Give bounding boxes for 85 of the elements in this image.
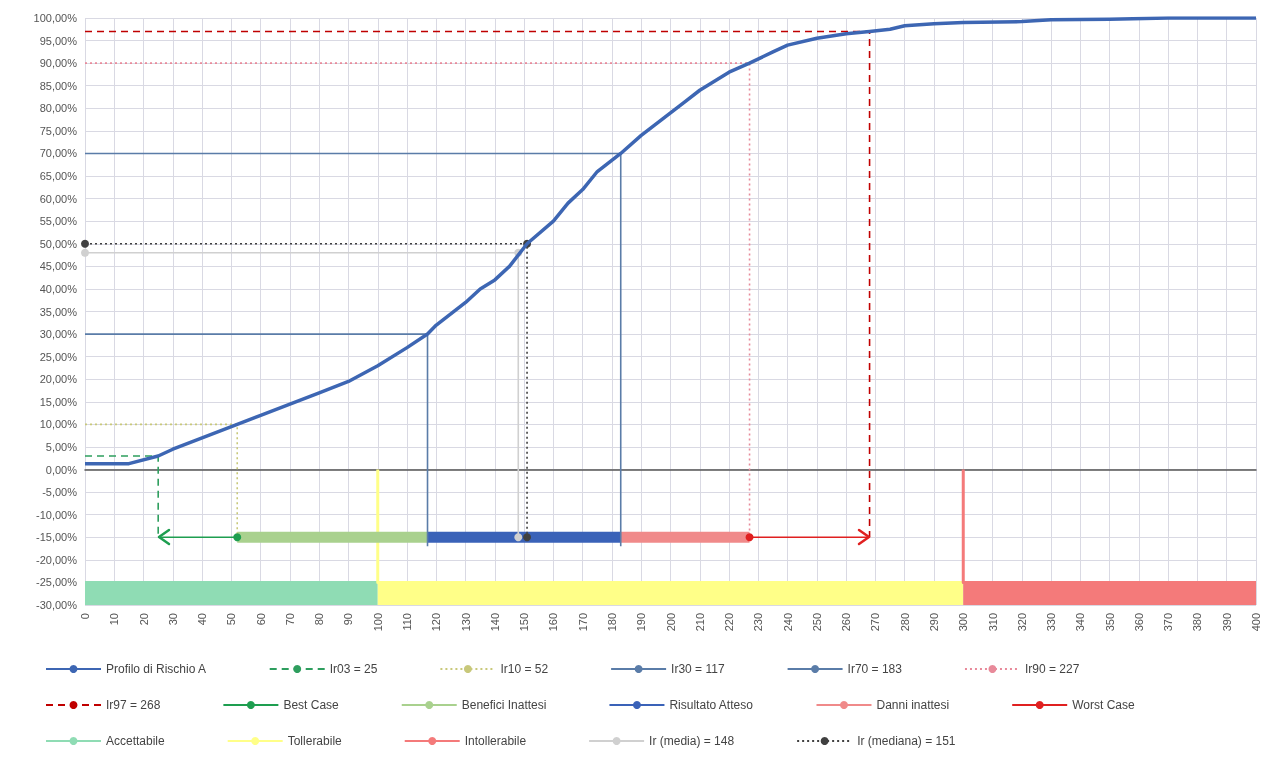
x-tick-label: 360 [1132, 613, 1145, 632]
x-tick-label: 280 [898, 613, 911, 632]
y-tick-label: -25,00% [36, 576, 78, 589]
x-tick-label: 10 [108, 613, 121, 626]
x-tick-label: 320 [1015, 613, 1028, 632]
x-tick-label: 50 [225, 613, 238, 626]
y-tick-label: -20,00% [36, 553, 78, 566]
x-tick-label: 130 [459, 613, 472, 632]
legend-label: Benefici Inattesi [461, 698, 547, 712]
legend-label: Accettabile [106, 734, 166, 748]
y-tick-label: 80,00% [39, 102, 78, 115]
x-tick-label: 180 [605, 613, 618, 632]
y-tick-label: -10,00% [36, 508, 78, 521]
x-tick-label: 30 [166, 613, 179, 626]
x-tick-label: 270 [869, 613, 882, 632]
legend-label: Profilo di Rischio A [106, 662, 207, 676]
y-tick-label: 85,00% [39, 79, 78, 92]
x-tick-label: 310 [986, 613, 999, 632]
legend-label: Ir70 = 183 [847, 662, 903, 676]
x-tick-label: 40 [196, 613, 209, 626]
y-tick-label: 30,00% [39, 328, 78, 341]
y-tick-label: 40,00% [39, 282, 78, 295]
legend-label: Ir03 = 25 [329, 662, 378, 676]
legend-label: Danni inattesi [876, 698, 950, 712]
x-tick-label: 140 [488, 613, 501, 632]
y-tick-label: 65,00% [39, 170, 78, 183]
y-tick-label: 10,00% [39, 418, 78, 431]
x-tick-label: 210 [693, 613, 706, 632]
x-tick-label: 80 [313, 613, 326, 626]
legend-label: Intollerabile [464, 734, 527, 748]
x-tick-label: 350 [1103, 613, 1116, 632]
legend-label: Tollerabile [287, 734, 343, 748]
x-tick-label: 290 [927, 613, 940, 632]
x-tick-label: 240 [781, 613, 794, 632]
legend-label: Best Case [283, 698, 340, 712]
y-tick-label: -15,00% [36, 531, 78, 544]
legend-label: Ir30 = 117 [671, 662, 725, 676]
x-tick-label: 110 [401, 613, 414, 631]
y-tick-label: 50,00% [39, 237, 78, 250]
y-tick-label: 70,00% [39, 147, 78, 160]
legend-label: Ir (media) = 148 [649, 734, 735, 748]
x-tick-label: 20 [137, 613, 150, 626]
x-tick-label: 250 [810, 613, 823, 632]
x-tick-label: 200 [664, 613, 677, 632]
legend-label: Ir10 = 52 [500, 662, 549, 676]
legend-label: Ir90 = 227 [1024, 662, 1080, 676]
x-tick-label: 160 [547, 613, 560, 632]
y-tick-label: -5,00% [42, 486, 78, 499]
legend-label: Ir (mediana) = 151 [857, 734, 956, 748]
x-tick-label: 400 [1250, 613, 1262, 632]
x-tick-label: 220 [723, 613, 736, 632]
y-tick-label: 100,00% [33, 12, 78, 24]
y-tick-label: 20,00% [39, 373, 78, 386]
x-tick-label: 170 [576, 613, 589, 632]
x-tick-label: 380 [1191, 613, 1204, 632]
x-tick-label: 120 [430, 613, 443, 632]
y-tick-label: -30,00% [36, 599, 78, 611]
legend-label: Worst Case [1072, 698, 1135, 712]
x-tick-label: 90 [342, 613, 355, 626]
x-tick-label: 150 [518, 613, 531, 632]
legend-label: Risultato Atteso [669, 698, 754, 712]
x-tick-label: 100 [371, 613, 384, 632]
y-tick-label: 60,00% [39, 192, 78, 205]
y-tick-label: 5,00% [45, 440, 78, 453]
y-tick-label: 35,00% [39, 305, 78, 318]
y-tick-label: 45,00% [39, 260, 78, 273]
x-tick-label: 260 [840, 613, 853, 632]
y-tick-label: 0,00% [45, 463, 78, 476]
y-tick-label: 25,00% [39, 350, 78, 363]
y-tick-label: 55,00% [39, 215, 78, 228]
y-tick-label: 15,00% [39, 395, 78, 408]
x-tick-label: 340 [1074, 613, 1087, 632]
legend-label: Ir97 = 268 [106, 698, 161, 712]
x-tick-label: 330 [1045, 613, 1058, 632]
x-tick-label: 230 [752, 613, 765, 632]
x-tick-label: 70 [283, 613, 296, 626]
x-tick-label: 370 [1162, 613, 1175, 632]
x-tick-label: 300 [957, 613, 970, 632]
x-tick-label: 190 [635, 613, 648, 632]
y-tick-label: 95,00% [39, 34, 78, 47]
y-tick-label: 90,00% [39, 57, 78, 70]
x-tick-label: 390 [1220, 613, 1233, 632]
x-tick-label: 0 [79, 613, 91, 620]
x-tick-label: 60 [254, 613, 267, 626]
y-tick-label: 75,00% [39, 124, 78, 137]
